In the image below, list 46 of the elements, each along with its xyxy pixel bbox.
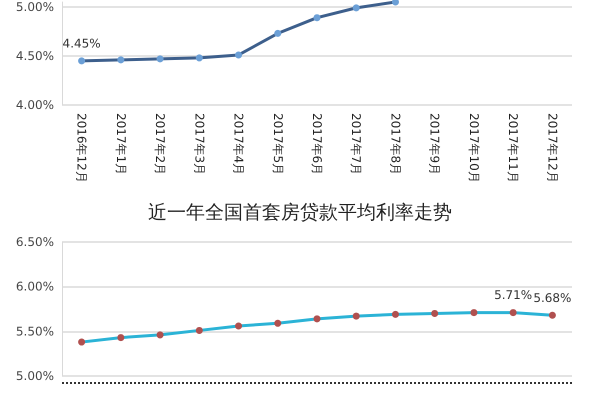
x-tick-label: 2017年1月: [114, 113, 128, 176]
point: [156, 55, 164, 62]
x-tick-label: 2017年10月: [466, 113, 481, 183]
y-tick-label: 5.00%: [16, 0, 54, 14]
point: [117, 334, 124, 342]
x-tick-label: 2016年12月: [74, 113, 89, 183]
point: [470, 309, 478, 316]
point: [274, 320, 282, 327]
x-tick-label: 2017年3月: [192, 113, 206, 176]
point: [392, 0, 399, 6]
x-tick-label: 2017年4月: [232, 113, 246, 176]
point: [235, 322, 242, 330]
x-tick-label: 2017年12月: [545, 113, 560, 183]
chart-title: 近一年全国首套房贷款平均利率走势: [148, 202, 452, 224]
point: [510, 309, 517, 316]
point: [314, 315, 320, 322]
point: [117, 56, 124, 64]
y-tick-label: 6.00%: [16, 280, 54, 294]
point: [196, 326, 203, 334]
y-tick-label: 4.50%: [16, 48, 54, 63]
point: [352, 4, 360, 12]
x-tick-label: 2017年5月: [270, 113, 285, 176]
x-tick-label: 2017年8月: [388, 113, 402, 176]
x-tick-label: 2017年7月: [349, 113, 364, 176]
point: [78, 338, 86, 346]
x-tick-label: 2017年9月: [428, 113, 442, 176]
point: [235, 51, 242, 58]
point: [392, 310, 399, 318]
data-label: 4.45%: [62, 36, 101, 50]
x-tick-label: 2017年2月: [153, 113, 168, 176]
data-label: 5.68%: [533, 290, 572, 305]
y-tick-label: 6.50%: [16, 235, 54, 249]
y-tick-label: 5.00%: [16, 369, 54, 383]
point: [156, 331, 164, 338]
point: [78, 57, 86, 64]
x-tick-label: 2017年11月: [506, 113, 520, 183]
point: [431, 310, 438, 317]
point: [274, 30, 282, 37]
data-label: 5.71%: [494, 288, 532, 302]
y-tick-label: 5.50%: [16, 324, 54, 338]
y-tick-label: 4.00%: [16, 98, 54, 112]
point: [196, 54, 203, 62]
x-tick-label: 2017年6月: [310, 113, 324, 176]
point: [352, 312, 360, 320]
point: [314, 14, 320, 22]
point: [548, 312, 556, 319]
